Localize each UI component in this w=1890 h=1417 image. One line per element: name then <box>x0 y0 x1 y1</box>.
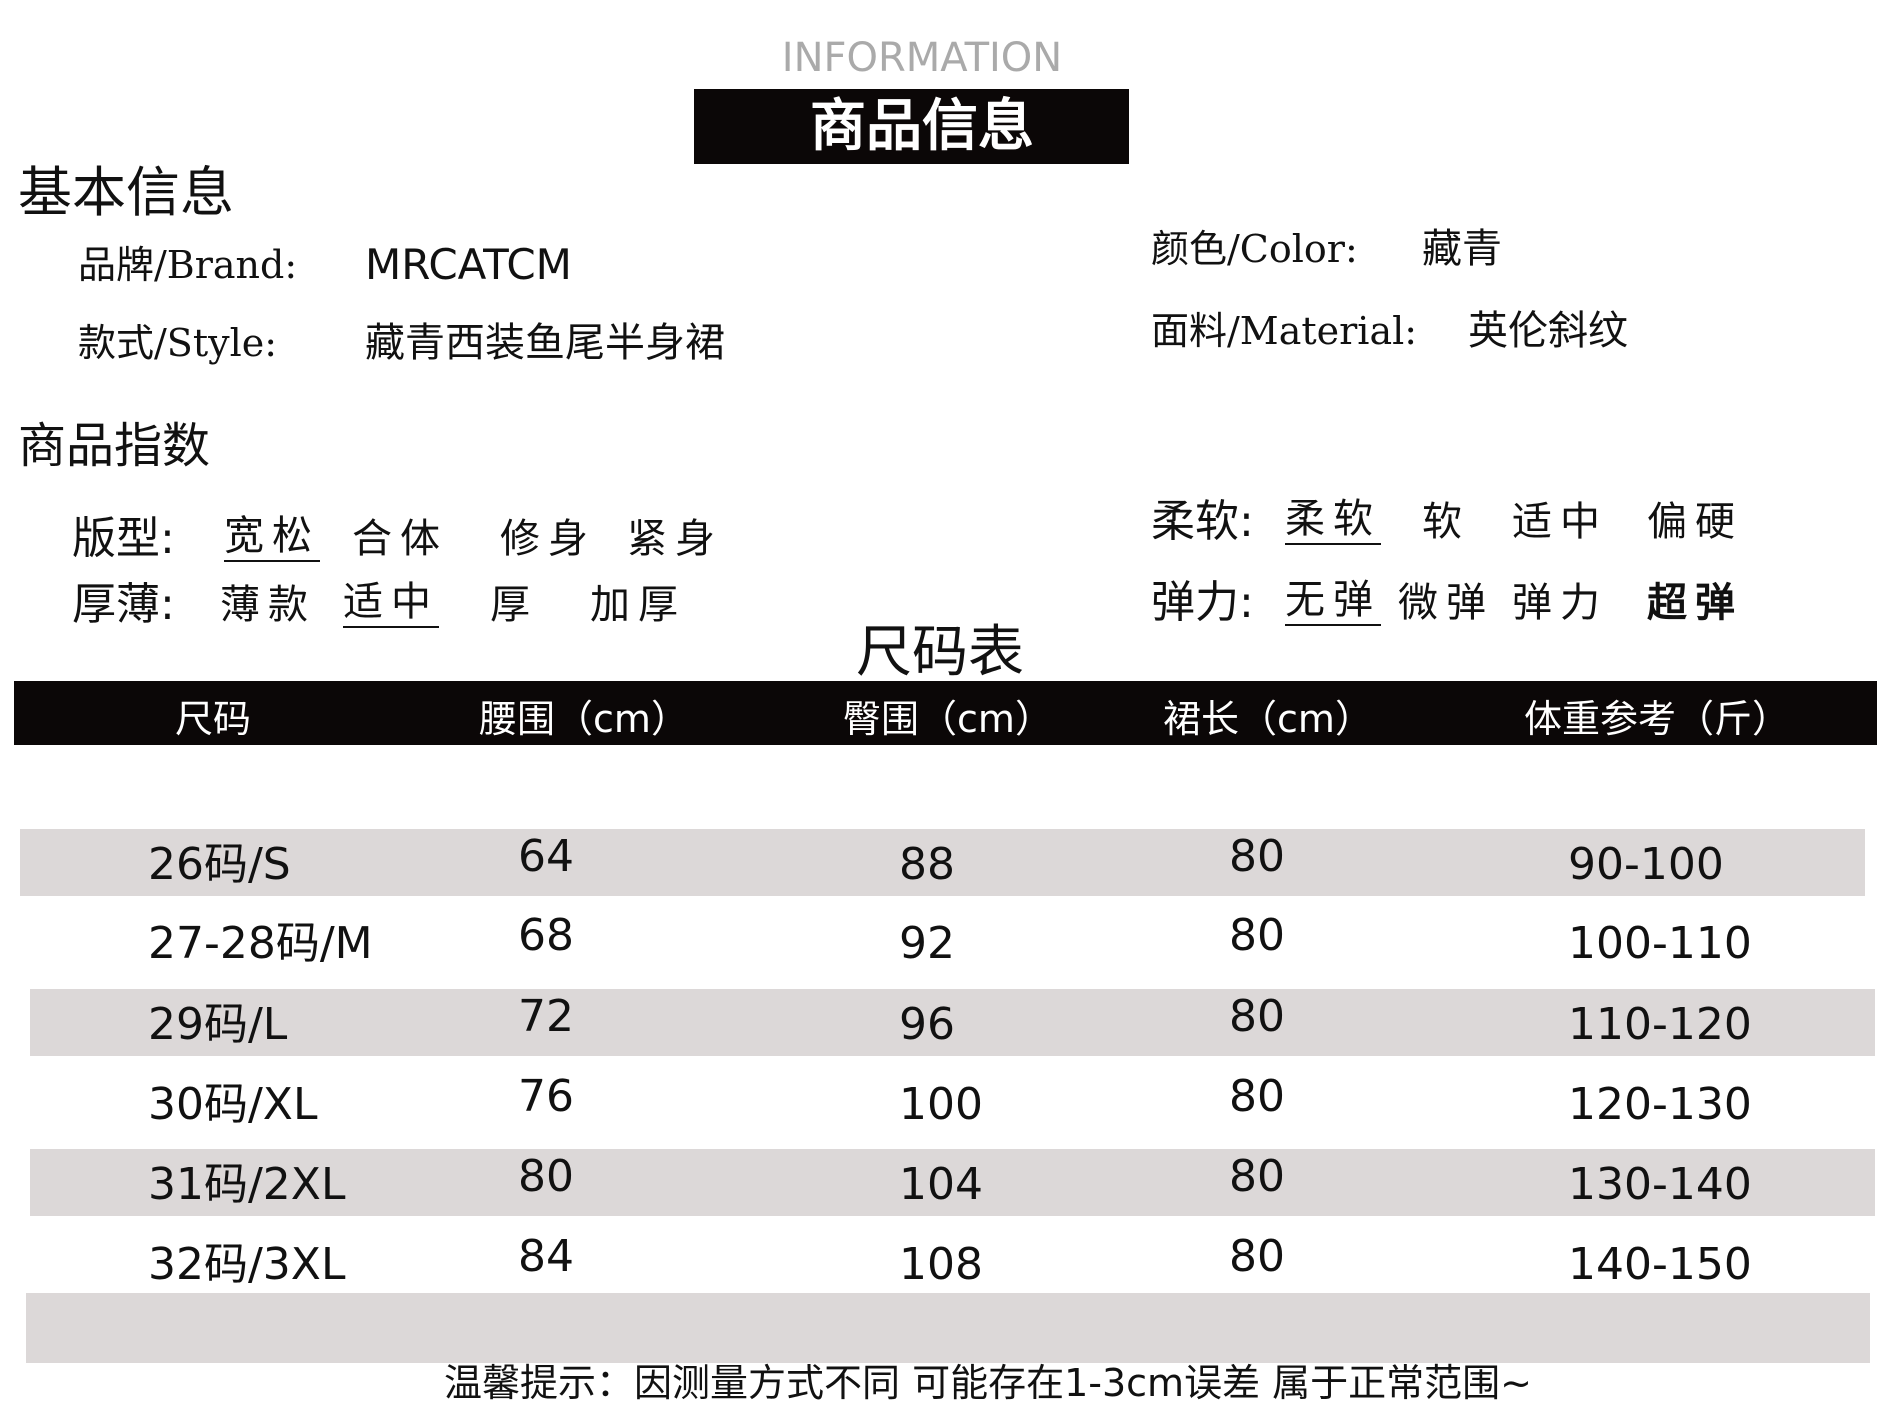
table-cell: 88 <box>899 839 955 890</box>
table-cell: 84 <box>518 1231 574 1282</box>
title-box <box>694 89 1129 164</box>
table-cell: 130-140 <box>1568 1159 1752 1210</box>
label: 面料/Material: <box>1151 309 1418 353</box>
index-option: 紧身 <box>627 516 723 562</box>
table-cell: 104 <box>899 1159 983 1210</box>
value: 藏青西装鱼尾半身裙 <box>365 320 725 366</box>
table-header: 臀围（cm） <box>843 697 1053 741</box>
table-cell: 80 <box>1229 1151 1285 1202</box>
table-cell: 120-130 <box>1568 1079 1752 1130</box>
index-label: 柔软: <box>1151 496 1254 547</box>
label: 品牌/Brand: <box>78 243 298 287</box>
index-option: 厚 <box>490 582 538 628</box>
index-label: 版型: <box>72 513 175 564</box>
index-option: 弹力 <box>1512 580 1608 626</box>
table-header-bar <box>14 681 1877 745</box>
table-cell: 32码/3XL <box>148 1239 346 1290</box>
index-option: 偏硬 <box>1647 499 1743 545</box>
index-option: 宽松 <box>224 516 320 562</box>
note: 温馨提示：因测量方式不同 可能存在1-3cm误差 属于正常范围~ <box>444 1361 1532 1405</box>
table-cell: 26码/S <box>148 839 291 890</box>
table-cell: 80 <box>1229 1071 1285 1122</box>
table-cell: 80 <box>518 1151 574 1202</box>
table-cell: 92 <box>899 918 955 969</box>
table-cell: 64 <box>518 831 574 882</box>
table-cell: 80 <box>1229 831 1285 882</box>
table-cell: 72 <box>518 991 574 1042</box>
table-header: 体重参考（斤） <box>1523 697 1791 741</box>
index-option: 适中 <box>1512 499 1608 545</box>
title: 商品信息 <box>810 94 1034 159</box>
row-band <box>30 1149 1875 1216</box>
subtitle: INFORMATION <box>781 35 1063 81</box>
table-cell: 80 <box>1229 991 1285 1042</box>
index-option: 无弹 <box>1285 580 1381 626</box>
table-cell: 68 <box>518 910 574 961</box>
table-cell: 29码/L <box>148 999 288 1050</box>
value: MRCATCM <box>365 240 572 289</box>
table-header: 裙长（cm） <box>1163 697 1373 741</box>
table-header: 尺码 <box>174 697 252 741</box>
index-option: 加厚 <box>590 582 686 628</box>
table-cell: 76 <box>518 1071 574 1122</box>
table-cell: 27-28码/M <box>148 918 373 969</box>
table-cell: 30码/XL <box>148 1079 318 1130</box>
section-heading: 商品指数 <box>18 418 211 474</box>
index-option: 合体 <box>352 516 448 562</box>
table-cell: 110-120 <box>1568 999 1752 1050</box>
index-option: 软 <box>1422 499 1470 545</box>
index-label: 弹力: <box>1151 577 1254 628</box>
row-band <box>20 829 1865 896</box>
section-heading: 基本信息 <box>18 161 234 224</box>
table-cell: 90-100 <box>1568 839 1724 890</box>
index-option: 柔软 <box>1285 499 1381 545</box>
index-option: 超弹 <box>1647 579 1743 626</box>
row-band <box>30 989 1875 1056</box>
table-header: 腰围（cm） <box>479 697 689 741</box>
table-cell: 100 <box>899 1079 983 1130</box>
table-title: 尺码表 <box>856 620 1024 685</box>
index-option: 微弹 <box>1398 580 1494 626</box>
value: 英伦斜纹 <box>1468 308 1628 354</box>
table-cell: 31码/2XL <box>148 1159 346 1210</box>
table-cell: 80 <box>1229 1231 1285 1282</box>
table-cell: 108 <box>899 1239 983 1290</box>
label: 颜色/Color: <box>1151 227 1358 271</box>
table-cell: 96 <box>899 999 955 1050</box>
value: 藏青 <box>1422 226 1502 272</box>
index-option: 修身 <box>500 516 596 562</box>
index-option: 薄款 <box>220 582 316 628</box>
index-option: 适中 <box>343 582 439 628</box>
row-band <box>26 1293 1870 1363</box>
label: 款式/Style: <box>78 321 278 365</box>
table-cell: 100-110 <box>1568 918 1752 969</box>
table-cell: 140-150 <box>1568 1239 1752 1290</box>
table-cell: 80 <box>1229 910 1285 961</box>
index-label: 厚薄: <box>72 579 175 630</box>
